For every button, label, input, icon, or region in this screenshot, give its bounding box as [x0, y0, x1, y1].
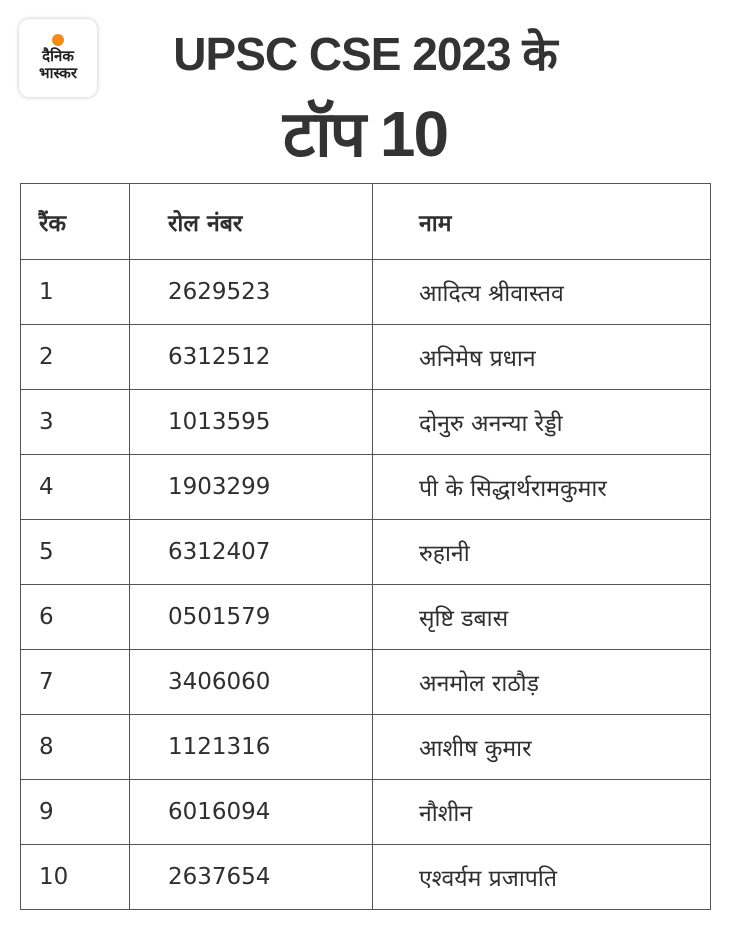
roll-number-cell: 6312407: [129, 519, 373, 585]
name-cell: अनिमेष प्रधान: [372, 324, 711, 390]
rank-cell: 8: [20, 714, 130, 780]
rank-cell: 1: [20, 259, 130, 325]
logo-sun-dot: [52, 34, 64, 46]
name-cell: आशीष कुमार: [372, 714, 711, 780]
table-row: 2 6312512 अनिमेष प्रधान: [20, 324, 711, 390]
table-row: 1 2629523 आदित्य श्रीवास्तव: [20, 259, 711, 325]
roll-number-cell: 0501579: [129, 584, 373, 650]
table-row: 4 1903299 पी के सिद्धार्थरामकुमार: [20, 454, 711, 520]
rank-cell: 10: [20, 844, 130, 910]
logo-text-line1: दैनिक: [42, 47, 74, 65]
roll-number-cell: 2637654: [129, 844, 373, 910]
name-cell: सृष्टि डबास: [372, 584, 711, 650]
table-row: 9 6016094 नौशीन: [20, 779, 711, 845]
table-row: 10 2637654 एश्वर्यम प्रजापति: [20, 844, 711, 910]
table-row: 3 1013595 दोनुरु अनन्या रेड्डी: [20, 389, 711, 455]
rank-cell: 6: [20, 584, 130, 650]
rank-cell: 2: [20, 324, 130, 390]
roll-number-cell: 1013595: [129, 389, 373, 455]
header-roll-number: रोल नंबर: [129, 183, 373, 260]
table-row: 6 0501579 सृष्टि डबास: [20, 584, 711, 650]
name-cell: पी के सिद्धार्थरामकुमार: [372, 454, 711, 520]
rank-cell: 4: [20, 454, 130, 520]
logo-text-line2: भास्कर: [39, 64, 77, 82]
rank-cell: 5: [20, 519, 130, 585]
table-row: 7 3406060 अनमोल राठौड़: [20, 649, 711, 715]
name-cell: नौशीन: [372, 779, 711, 845]
name-cell: आदित्य श्रीवास्तव: [372, 259, 711, 325]
dainik-bhaskar-logo: दैनिक भास्कर: [19, 19, 97, 97]
table-row: 8 1121316 आशीष कुमार: [20, 714, 711, 780]
name-cell: एश्वर्यम प्रजापति: [372, 844, 711, 910]
header-rank: रैंक: [20, 183, 130, 260]
header-name: नाम: [372, 183, 711, 260]
rank-cell: 7: [20, 649, 130, 715]
table-row: 5 6312407 रुहानी: [20, 519, 711, 585]
roll-number-cell: 1903299: [129, 454, 373, 520]
page-subtitle: टॉप 10: [282, 98, 449, 170]
rank-cell: 3: [20, 389, 130, 455]
roll-number-cell: 6312512: [129, 324, 373, 390]
roll-number-cell: 2629523: [129, 259, 373, 325]
roll-number-cell: 6016094: [129, 779, 373, 845]
table-header-row: रैंक रोल नंबर नाम: [20, 183, 711, 260]
rank-cell: 9: [20, 779, 130, 845]
roll-number-cell: 3406060: [129, 649, 373, 715]
toppers-table: रैंक रोल नंबर नाम 1 2629523 आदित्य श्रीवास…: [20, 183, 711, 910]
roll-number-cell: 1121316: [129, 714, 373, 780]
page-title: UPSC CSE 2023 के: [173, 28, 557, 80]
name-cell: दोनुरु अनन्या रेड्डी: [372, 389, 711, 455]
name-cell: रुहानी: [372, 519, 711, 585]
name-cell: अनमोल राठौड़: [372, 649, 711, 715]
